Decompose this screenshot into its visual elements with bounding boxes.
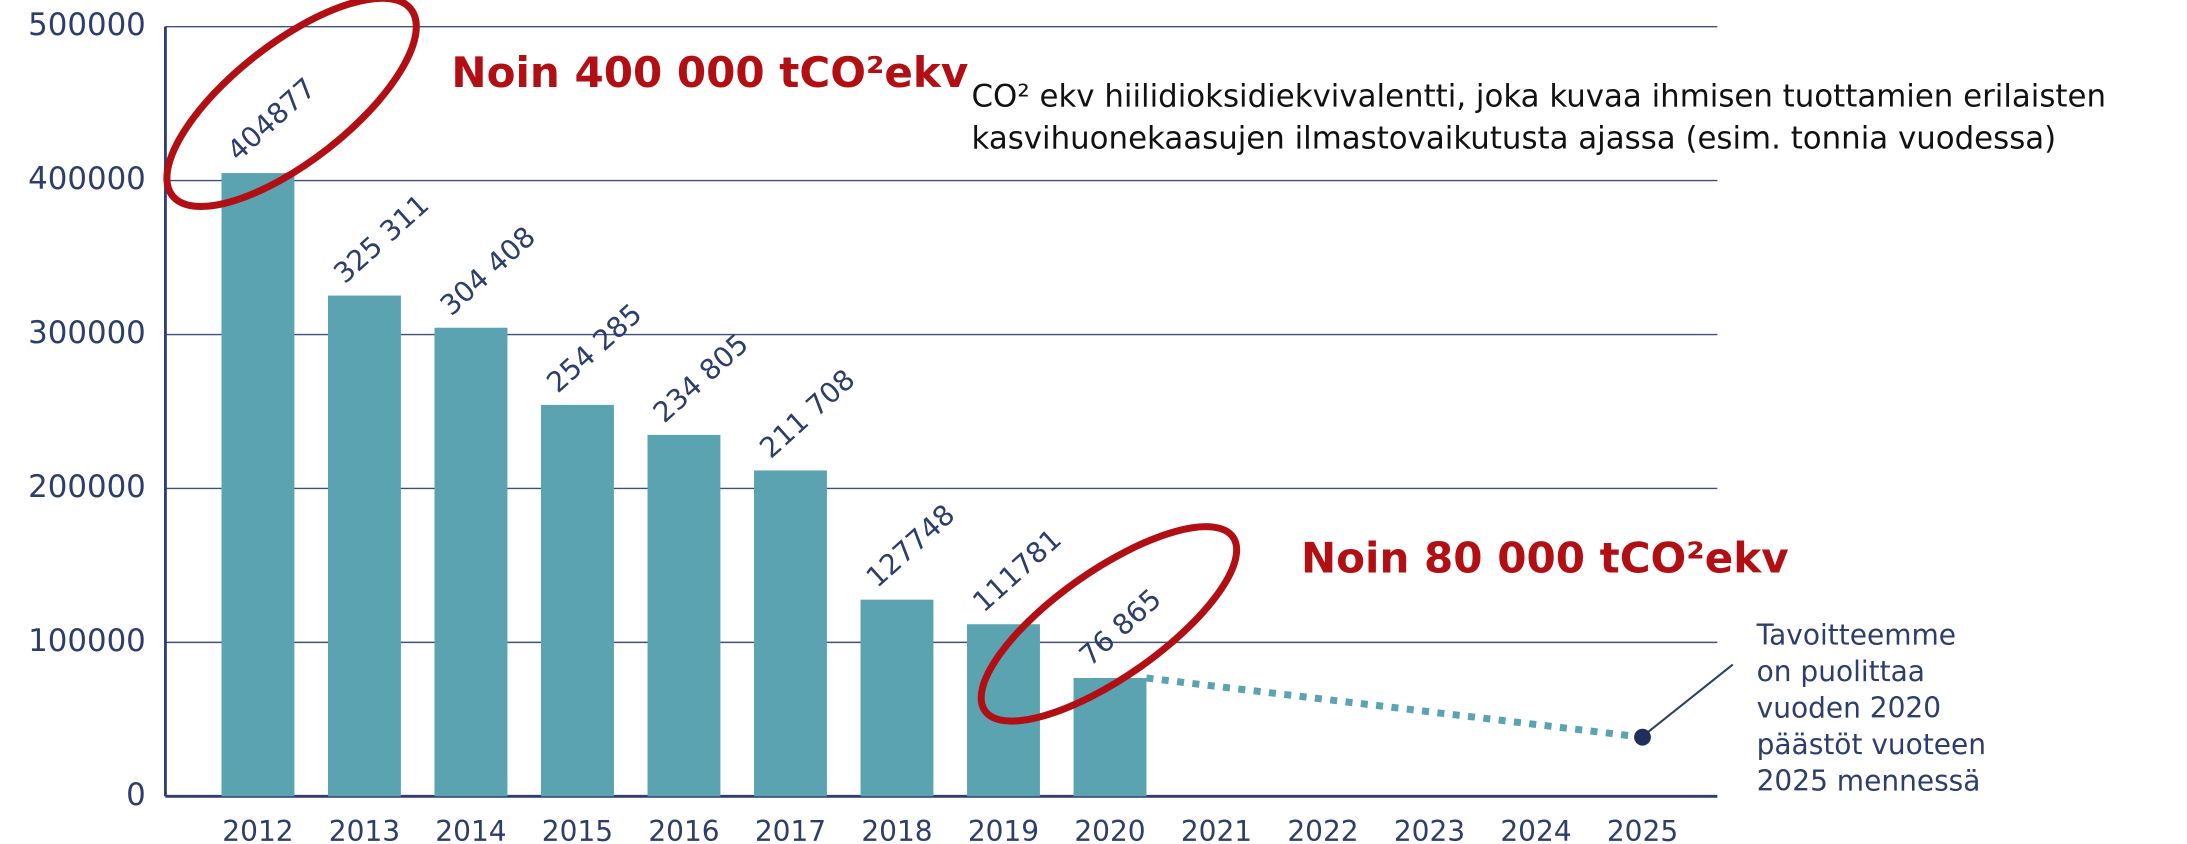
x-tick-label: 2020	[1074, 815, 1145, 844]
target-note: on puolittaa	[1757, 655, 1925, 688]
bar	[1073, 677, 1147, 797]
x-tick-label: 2016	[648, 815, 719, 844]
target-point	[1634, 728, 1651, 746]
y-tick-label: 500000	[28, 7, 146, 43]
target-note: vuoden 2020	[1757, 691, 1941, 724]
y-tick-label: 300000	[28, 315, 146, 351]
bar	[647, 434, 721, 797]
target-note: päästöt vuoteen	[1757, 728, 1986, 761]
bar	[328, 295, 401, 797]
note-pointer	[1642, 663, 1734, 737]
value-label: 254 285	[540, 297, 648, 399]
value-label: 304 408	[434, 220, 542, 322]
x-tick-label: 2014	[435, 815, 506, 844]
x-tick-label: 2019	[968, 815, 1039, 844]
y-tick-label: 100000	[28, 623, 146, 659]
x-tick-label: 2024	[1500, 815, 1571, 844]
target-line	[1146, 674, 1643, 741]
target-note: Tavoitteemme	[1756, 618, 1956, 651]
highlight-ellipse	[163, 0, 420, 210]
value-label: 404877	[221, 71, 323, 167]
annotation: Noin 400 000 tCO²ekv	[451, 48, 968, 97]
y-tick-label: 400000	[28, 161, 146, 197]
value-label: 211 708	[753, 363, 861, 465]
x-tick-label: 2022	[1287, 815, 1358, 844]
value-label: 234 805	[647, 327, 755, 429]
x-tick-label: 2021	[1181, 815, 1252, 844]
note: kasvihuonekaasujen ilmastovaikutusta aja…	[972, 121, 2057, 157]
annotation: Noin 80 000 tCO²ekv	[1301, 533, 1789, 582]
bar	[541, 404, 614, 797]
x-tick-label: 2025	[1607, 815, 1678, 844]
target-note: 2025 mennessä	[1757, 764, 1981, 797]
x-tick-label: 2017	[755, 815, 826, 844]
highlight-ellipse	[977, 523, 1241, 725]
y-tick-label: 0	[126, 777, 146, 813]
bar	[434, 327, 508, 797]
x-tick-label: 2012	[222, 815, 293, 844]
bar	[754, 470, 827, 797]
value-label: 325 311	[327, 188, 435, 290]
x-tick-label: 2023	[1394, 815, 1465, 844]
bar	[860, 599, 934, 797]
y-tick-label: 200000	[28, 469, 146, 505]
x-tick-label: 2018	[861, 815, 932, 844]
note: CO² ekv hiilidioksidiekvivalentti, joka …	[972, 79, 2106, 115]
x-tick-label: 2013	[329, 815, 400, 844]
value-label: 127748	[860, 498, 962, 594]
bar	[221, 173, 295, 797]
x-tick-label: 2015	[542, 815, 613, 844]
